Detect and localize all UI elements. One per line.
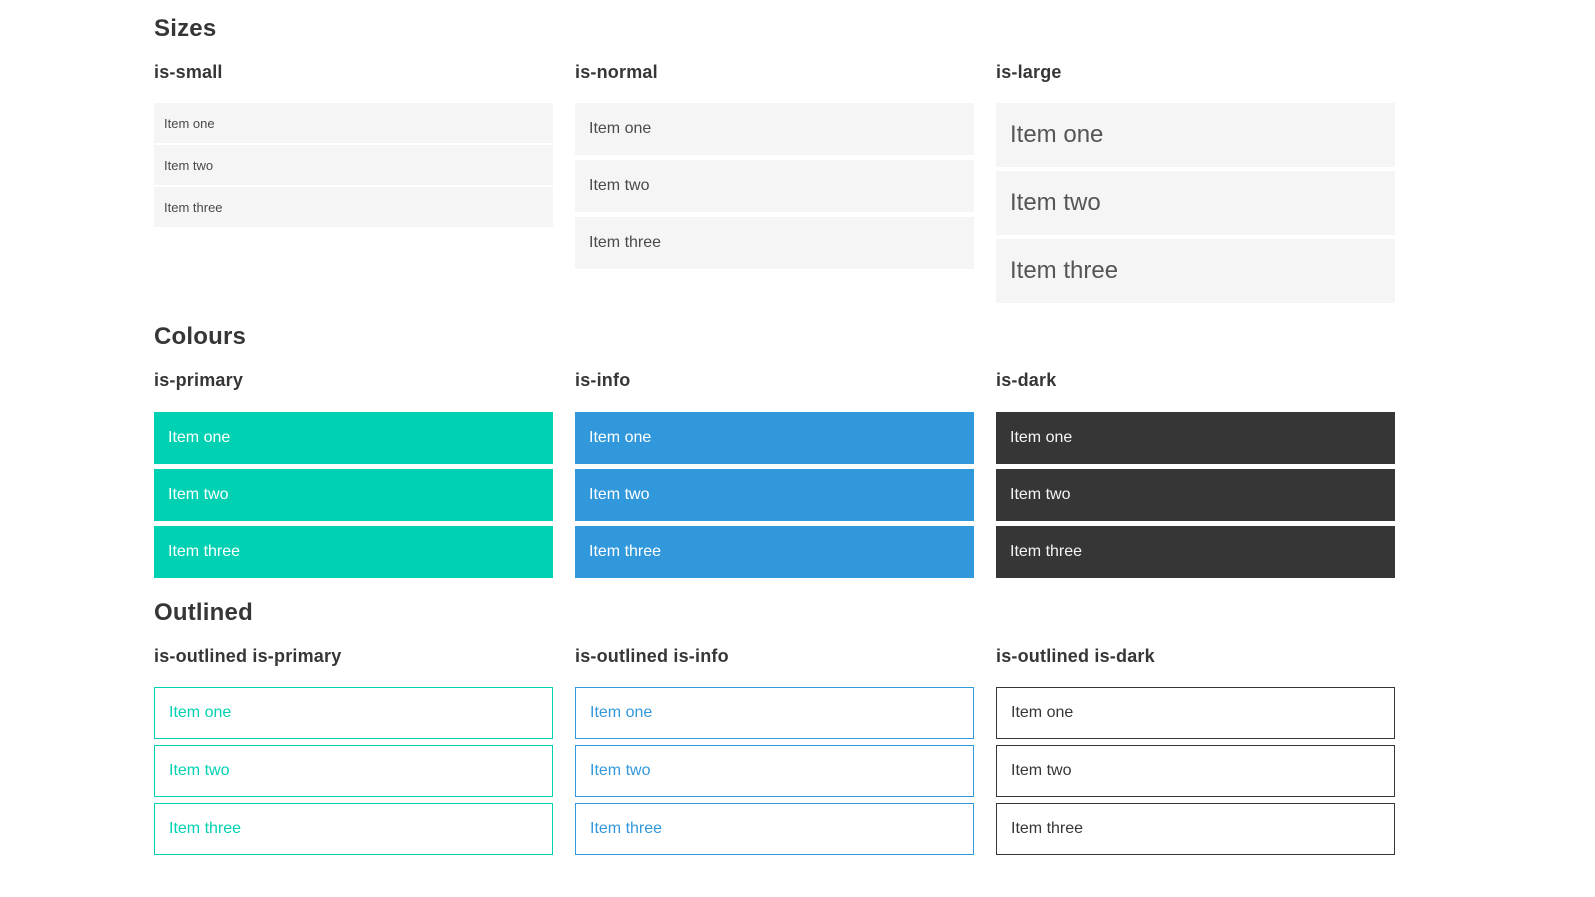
column-label-is-large: is-large [996, 61, 1062, 82]
column-is-small: is-small Item one Item two Item three [154, 62, 553, 308]
column-is-info: is-info Item one Item two Item three [575, 370, 974, 583]
list-item[interactable]: Item three [154, 803, 553, 856]
list-item[interactable]: Item one [575, 687, 974, 740]
list-is-outlined-is-info: Item one Item two Item three [575, 687, 974, 861]
list-item[interactable]: Item one [575, 103, 974, 156]
section-outlined: Outlined is-outlined is-primary Item one… [154, 599, 1396, 861]
list-item[interactable]: Item three [575, 803, 974, 856]
column-label-is-info: is-info [575, 370, 631, 391]
list-item[interactable]: Item one [996, 687, 1395, 740]
list-item[interactable]: Item three [996, 525, 1395, 578]
list-item[interactable]: Item one [996, 103, 1395, 168]
list-item[interactable]: Item one [154, 411, 553, 464]
column-label-is-outlined-is-primary: is-outlined is-primary [154, 645, 342, 666]
section-title-colours: Colours [154, 323, 247, 351]
list-is-primary: Item one Item two Item three [154, 411, 553, 583]
column-is-normal: is-normal Item one Item two Item three [575, 62, 974, 308]
section-title-sizes: Sizes [154, 15, 217, 42]
section-title-outlined: Outlined [154, 598, 253, 626]
column-label-is-dark: is-dark [996, 370, 1057, 391]
column-is-large: is-large Item one Item two Item three [996, 62, 1395, 308]
list-is-outlined-is-primary: Item one Item two Item three [154, 687, 553, 861]
list-item[interactable]: Item three [996, 803, 1395, 856]
list-item[interactable]: Item two [154, 468, 553, 521]
list-item[interactable]: Item one [575, 411, 974, 464]
list-is-dark: Item one Item two Item three [996, 411, 1395, 583]
list-item[interactable]: Item three [154, 187, 553, 228]
list-item[interactable]: Item three [575, 217, 974, 270]
column-is-outlined-is-info: is-outlined is-info Item one Item two It… [575, 646, 974, 862]
list-item[interactable]: Item three [154, 525, 553, 578]
list-item[interactable]: Item two [996, 745, 1395, 798]
column-is-outlined-is-primary: is-outlined is-primary Item one Item two… [154, 646, 553, 862]
list-item[interactable]: Item two [575, 745, 974, 798]
list-item[interactable]: Item two [996, 171, 1395, 236]
section-sizes: Sizes is-small Item one Item two Item th… [154, 15, 1396, 307]
list-item[interactable]: Item one [996, 411, 1395, 464]
column-label-is-small: is-small [154, 61, 223, 82]
colours-columns: is-primary Item one Item two Item three … [154, 370, 1396, 583]
section-colours: Colours is-primary Item one Item two Ite… [154, 323, 1396, 582]
list-is-small: Item one Item two Item three [154, 103, 553, 229]
list-item[interactable]: Item three [575, 525, 974, 578]
list-item[interactable]: Item one [154, 103, 553, 144]
column-is-dark: is-dark Item one Item two Item three [996, 370, 1395, 583]
list-is-info: Item one Item two Item three [575, 411, 974, 583]
list-item[interactable]: Item three [996, 239, 1395, 304]
list-item[interactable]: Item one [154, 687, 553, 740]
list-item[interactable]: Item two [575, 468, 974, 521]
column-is-outlined-is-dark: is-outlined is-dark Item one Item two It… [996, 646, 1395, 862]
list-is-outlined-is-dark: Item one Item two Item three [996, 687, 1395, 861]
list-item[interactable]: Item two [154, 145, 553, 186]
column-label-is-primary: is-primary [154, 370, 244, 391]
column-label-is-outlined-is-dark: is-outlined is-dark [996, 645, 1155, 666]
list-is-normal: Item one Item two Item three [575, 103, 974, 274]
component-demo-page: Sizes is-small Item one Item two Item th… [154, 15, 1396, 861]
column-is-primary: is-primary Item one Item two Item three [154, 370, 553, 583]
list-item[interactable]: Item two [996, 468, 1395, 521]
list-item[interactable]: Item two [575, 160, 974, 213]
outlined-columns: is-outlined is-primary Item one Item two… [154, 646, 1396, 862]
column-label-is-normal: is-normal [575, 61, 658, 82]
list-item[interactable]: Item two [154, 745, 553, 798]
list-is-large: Item one Item two Item three [996, 103, 1395, 307]
sizes-columns: is-small Item one Item two Item three is… [154, 62, 1396, 308]
column-label-is-outlined-is-info: is-outlined is-info [575, 645, 729, 666]
